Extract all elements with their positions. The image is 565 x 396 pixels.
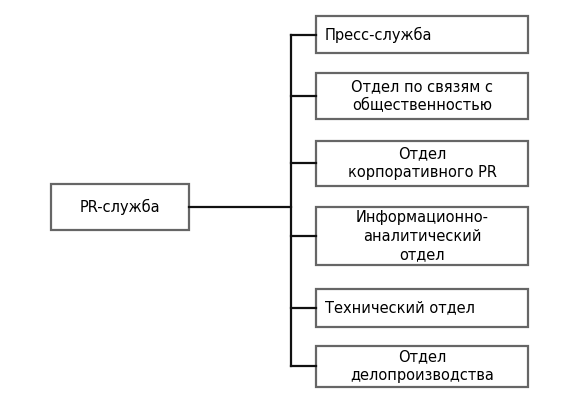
Text: PR-служба: PR-служба [80,199,160,215]
FancyBboxPatch shape [316,346,528,387]
FancyBboxPatch shape [316,289,528,327]
FancyBboxPatch shape [51,184,189,230]
FancyBboxPatch shape [316,207,528,265]
FancyBboxPatch shape [316,141,528,186]
Text: Технический отдел: Технический отдел [325,301,475,315]
Text: Отдел
делопроизводства: Отдел делопроизводства [350,350,494,383]
Text: Пресс-служба: Пресс-служба [325,27,432,43]
Text: Отдел
корпоративного PR: Отдел корпоративного PR [348,147,497,180]
Text: Отдел по связям с
общественностью: Отдел по связям с общественностью [351,79,493,113]
Text: Информационно-
аналитический
отдел: Информационно- аналитический отдел [356,210,489,262]
FancyBboxPatch shape [316,16,528,53]
FancyBboxPatch shape [316,73,528,119]
